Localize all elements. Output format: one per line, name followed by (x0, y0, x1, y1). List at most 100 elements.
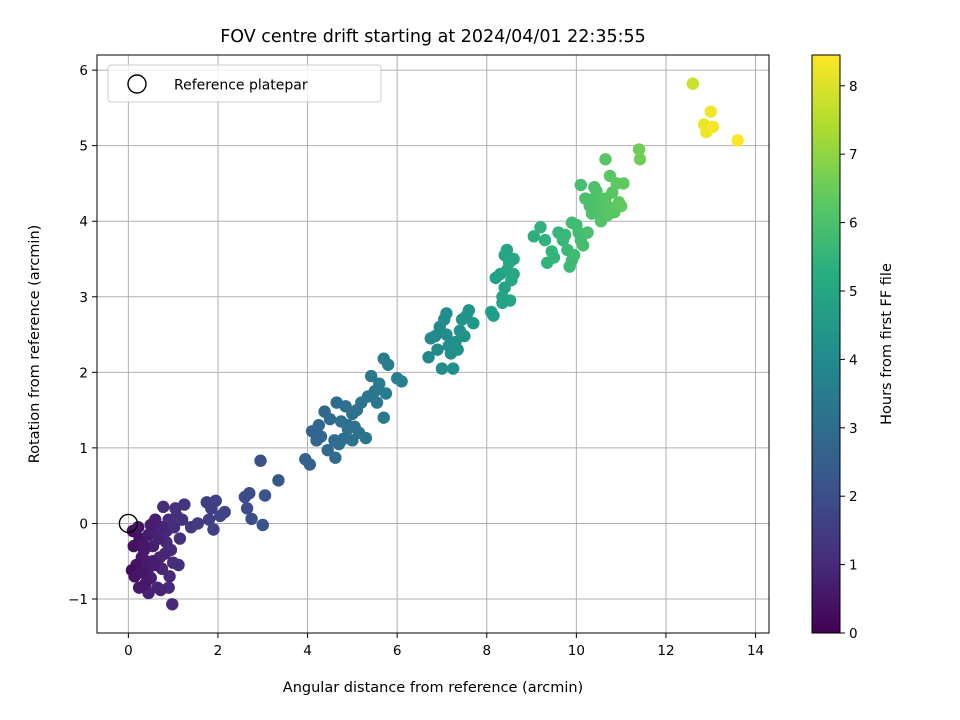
colorbar-tick-label: 8 (849, 79, 858, 95)
data-point (312, 419, 325, 432)
data-point (184, 521, 198, 534)
data-point (166, 556, 180, 569)
data-point (704, 105, 717, 118)
data-point (435, 362, 449, 375)
x-tick-label: 4 (303, 643, 312, 659)
data-point (538, 233, 552, 247)
data-point (136, 538, 150, 551)
data-point (240, 502, 254, 515)
data-point (238, 490, 252, 504)
data-point (633, 153, 647, 166)
data-point (218, 505, 231, 519)
data-point (614, 199, 628, 213)
data-point (330, 396, 343, 409)
data-points (125, 77, 744, 611)
data-point (431, 343, 444, 356)
data-point (173, 532, 187, 545)
x-tick-label: 8 (482, 643, 491, 659)
colorbar-tick-label: 6 (849, 216, 858, 232)
data-point (440, 307, 453, 320)
data-point (446, 362, 460, 375)
data-point (155, 521, 169, 534)
legend-box (107, 64, 382, 103)
data-point (154, 583, 167, 597)
y-tick-label: 5 (79, 139, 88, 155)
data-point (157, 500, 170, 514)
data-point (163, 570, 176, 583)
data-point (467, 317, 480, 330)
plot-frame (96, 54, 770, 634)
data-point (139, 577, 152, 591)
data-point (146, 555, 160, 568)
colorbar-tick-label: 7 (849, 147, 858, 163)
data-point (617, 177, 630, 190)
data-point (507, 267, 520, 281)
data-point (601, 208, 614, 222)
data-point (359, 431, 372, 445)
colorbar-tick-label: 2 (849, 489, 858, 505)
data-point (686, 77, 700, 90)
data-point (382, 358, 395, 371)
chart-title: FOV centre drift starting at 2024/04/01 … (220, 27, 646, 47)
data-point (558, 228, 572, 242)
data-point (370, 396, 384, 409)
data-point (166, 598, 179, 611)
x-tick-label: 12 (657, 643, 674, 659)
x-tick-label: 6 (393, 643, 402, 659)
data-point (144, 518, 157, 532)
data-point (152, 532, 166, 545)
legend-marker-icon (127, 74, 147, 94)
x-tick-label: 2 (214, 643, 223, 659)
data-point (175, 513, 189, 526)
data-point (574, 178, 588, 192)
colorbar-tick-label: 0 (849, 626, 858, 642)
data-point (458, 329, 471, 343)
data-point (731, 134, 744, 147)
legend: Reference platepar (107, 64, 382, 103)
data-point (328, 434, 341, 447)
data-point (498, 249, 511, 262)
data-point (496, 296, 509, 310)
y-tick-label: 3 (79, 290, 88, 306)
data-point (323, 412, 337, 426)
colorbar-ticks: 0 1 2 3 4 5 6 7 8 (840, 79, 858, 642)
data-point (364, 369, 378, 383)
data-point (346, 434, 359, 447)
data-point (209, 494, 222, 507)
data-point (127, 539, 140, 553)
data-point (567, 249, 581, 262)
data-point (706, 120, 720, 133)
data-point (462, 304, 476, 317)
data-point (258, 489, 272, 502)
reference-marker (118, 513, 139, 534)
colorbar-tick-label: 1 (849, 558, 858, 574)
colorbar-label: Hours from first FF file (879, 263, 895, 425)
y-axis-label: Rotation from reference (arcmin) (27, 225, 43, 464)
data-point (585, 207, 599, 220)
data-point (487, 309, 500, 322)
data-point (422, 351, 435, 364)
colorbar: 0 1 2 3 4 5 6 7 8 Hours from first FF file (811, 54, 895, 642)
data-point (583, 193, 596, 207)
data-point (527, 230, 540, 243)
data-point (590, 184, 603, 198)
data-point (207, 523, 220, 536)
x-tick-label: 10 (568, 643, 585, 659)
data-point (581, 226, 594, 239)
data-point (132, 521, 145, 534)
data-point (256, 518, 269, 532)
data-point (373, 377, 386, 390)
x-axis-label: Angular distance from reference (arcmin) (283, 680, 583, 696)
data-point (341, 422, 355, 436)
data-point (632, 143, 646, 156)
data-point (440, 328, 453, 341)
y-tick-label: 1 (79, 441, 88, 457)
data-point (565, 216, 579, 229)
data-point (158, 547, 172, 560)
data-point (379, 387, 393, 400)
data-point (169, 502, 182, 515)
data-point (576, 239, 590, 252)
data-point (321, 443, 334, 457)
data-point (272, 474, 285, 487)
